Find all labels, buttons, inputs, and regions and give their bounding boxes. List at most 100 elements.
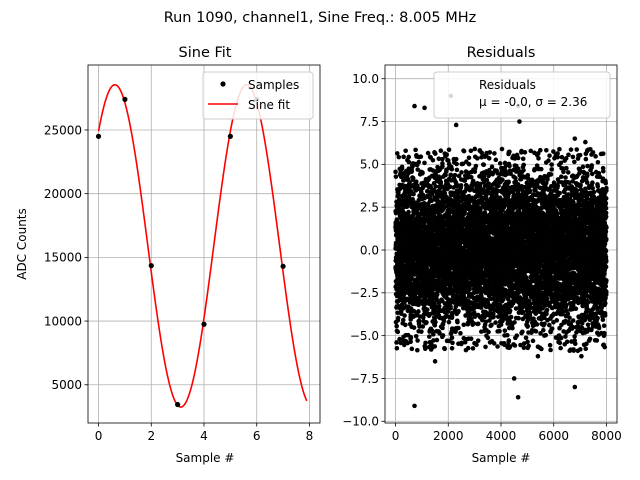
residual-point (456, 325, 461, 331)
residual-point (410, 197, 416, 202)
residual-point (440, 164, 445, 169)
residual-point (502, 328, 508, 333)
residual-point (487, 150, 493, 155)
residual-point (516, 315, 521, 321)
residual-point (434, 292, 440, 297)
residual-point (459, 170, 464, 175)
residual-point (420, 324, 426, 329)
residual-point (489, 164, 495, 170)
residual-point (461, 148, 467, 154)
residual-point (396, 192, 401, 197)
residual-point (433, 319, 438, 325)
residual-point (515, 155, 521, 161)
residual-point (406, 159, 412, 165)
residuals-panel: Residuals 0 2000 4000 6000 8000 −10.0−7.5−5.… (342, 45, 622, 465)
residual-point (431, 338, 436, 343)
sine-fit-line (97, 83, 308, 408)
residual-point (436, 303, 442, 309)
residual-point (408, 335, 414, 340)
residual-point (442, 190, 448, 196)
residual-point (419, 329, 424, 334)
sample-point (122, 96, 128, 102)
residual-point (506, 338, 512, 343)
residual-point (415, 338, 420, 343)
residual-point (449, 166, 455, 172)
residual-point (394, 340, 399, 345)
residual-point (409, 169, 415, 174)
residual-point (394, 323, 399, 329)
residual-point (507, 163, 512, 169)
residual-point (409, 346, 415, 352)
residual-point (468, 148, 474, 154)
residual-point (495, 344, 500, 349)
residual-point (422, 201, 427, 206)
residual-point (434, 337, 440, 343)
y-tick-label: 25000 (44, 123, 82, 137)
legend-fit-label: Sine fit (248, 98, 290, 112)
y-tick-label: 20000 (44, 187, 82, 201)
residual-point (486, 329, 491, 335)
residual-point (512, 343, 518, 348)
residual-point (466, 161, 472, 167)
residual-point (520, 156, 526, 162)
x-tick-label: 4 (200, 429, 208, 443)
residual-point (510, 325, 515, 331)
residual-point (428, 341, 434, 347)
residual-point (499, 146, 505, 152)
residual-point (411, 325, 417, 330)
sample-point (280, 263, 286, 269)
sample-point (227, 133, 233, 139)
figure-suptitle: Run 1090, channel1, Sine Freq.: 8.005 MH… (164, 10, 477, 26)
residual-point (500, 177, 505, 183)
residual-point (424, 320, 429, 325)
residual-point (405, 176, 411, 182)
residual-point (413, 147, 418, 153)
residual-point (429, 198, 434, 204)
residual-point (483, 344, 488, 350)
residual-point (438, 179, 444, 185)
residual-point (450, 340, 455, 346)
residual-point (478, 191, 484, 196)
residual-point (396, 154, 402, 160)
residual-point (493, 320, 498, 325)
residual-point (423, 340, 428, 346)
residual-point (402, 192, 408, 197)
residual-point (485, 335, 491, 341)
residual-point (446, 147, 452, 153)
residual-point (416, 318, 422, 324)
residual-point (416, 302, 421, 308)
residual-point (454, 167, 460, 173)
residual-point (440, 156, 445, 162)
residual-point (456, 308, 461, 314)
sample-point (175, 401, 181, 408)
residual-point (452, 172, 458, 178)
residual-point (512, 320, 517, 325)
y-tick-label: 10000 (44, 314, 82, 328)
residual-point (520, 309, 526, 315)
residual-point (418, 154, 424, 160)
residual-point (438, 148, 444, 153)
residual-point (395, 315, 401, 321)
residual-point (403, 148, 408, 154)
residual-point (442, 346, 447, 352)
residual-point (440, 325, 445, 331)
residual-point (439, 308, 444, 314)
y-tick-label: 5000 (51, 378, 82, 392)
residual-point (491, 341, 497, 346)
residual-point (472, 146, 478, 152)
residual-point (411, 191, 416, 197)
residual-point (401, 154, 406, 160)
residual-point (493, 157, 499, 163)
residual-point (427, 334, 432, 339)
residual-point (508, 314, 514, 320)
residual-point (448, 172, 454, 178)
sample-point (148, 263, 154, 269)
residual-point (433, 184, 438, 189)
residual-point (432, 151, 438, 156)
residual-point (430, 157, 436, 163)
residual-point (507, 308, 513, 314)
sine-fit-grid (88, 65, 320, 423)
residual-point (440, 322, 446, 327)
residual-point (436, 156, 442, 162)
